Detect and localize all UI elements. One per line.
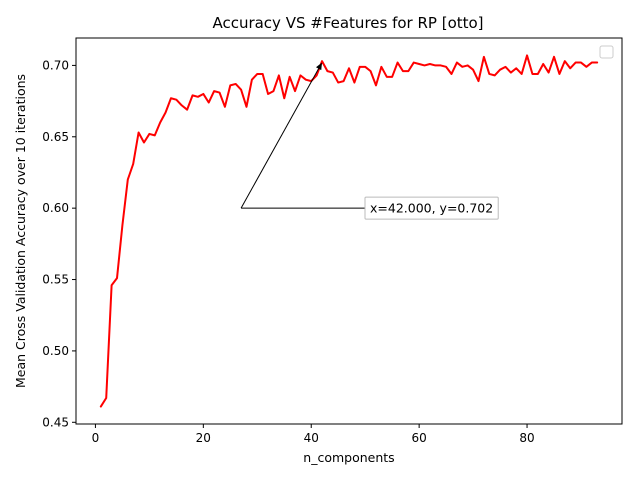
y-tick-label: 0.45	[42, 415, 69, 429]
x-tick-label: 60	[411, 431, 426, 445]
axis-ticks: 0 20 40 60 80 0.45 0.50 0.55 0.60 0.65 0.70	[42, 58, 534, 445]
x-tick-label: 80	[519, 431, 534, 445]
y-axis-label: Mean Cross Validation Accuracy over 10 i…	[13, 74, 28, 388]
y-tick-label: 0.60	[42, 201, 69, 215]
annotation-arrow-head	[316, 62, 323, 71]
legend-box	[599, 45, 614, 59]
axes-frame	[75, 37, 623, 425]
annotation-arrow-shaft	[240, 68, 320, 209]
x-axis-label: n_components	[303, 450, 394, 465]
y-tick-label: 0.70	[42, 58, 69, 72]
x-tick-label: 40	[304, 431, 319, 445]
annotation: x=42.000, y=0.702	[240, 62, 499, 220]
y-tick-label: 0.55	[42, 273, 69, 287]
plot-area	[99, 54, 599, 408]
series-line	[99, 54, 599, 408]
x-tick-label: 20	[196, 431, 211, 445]
x-tick-label: 0	[92, 431, 100, 445]
annotation-box	[364, 196, 499, 220]
y-tick-label: 0.50	[42, 344, 69, 358]
y-tick-label: 0.65	[42, 130, 69, 144]
annotation-text: x=42.000, y=0.702	[370, 201, 493, 216]
chart-title: Accuracy VS #Features for RP [otto]	[212, 14, 483, 32]
